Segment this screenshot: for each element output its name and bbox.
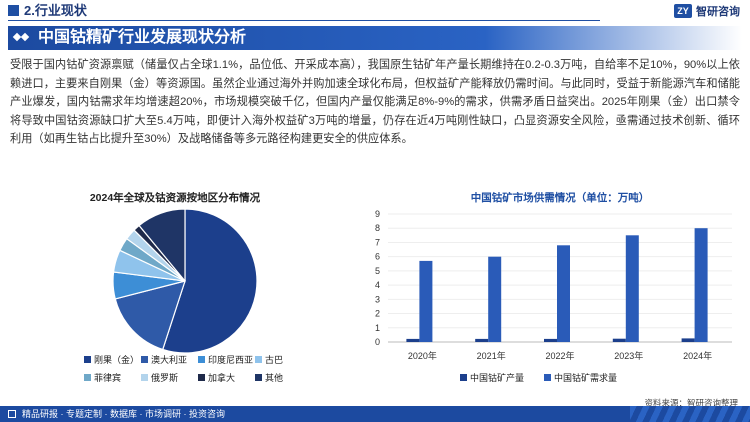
bar-chart-title: 中国钴矿市场供需情况（单位：万吨） [470,192,650,204]
footer-stripes [630,406,750,422]
legend-swatch [198,355,205,363]
bar-production-2 [544,338,557,342]
legend-swatch [84,373,91,381]
legend-label: 俄罗斯 [151,372,179,383]
brand: ZY 智研咨询 [674,3,740,19]
x-tick-label: 2023年 [614,350,643,361]
pie-legend-item: 古巴 [255,353,312,366]
y-tick-label: 9 [375,209,380,219]
legend-swatch [141,373,148,381]
pie-legend-item: 刚果（金） [84,353,141,366]
header-rule [8,20,600,21]
title-bar: 中国钴精矿行业发展现状分析 [8,26,742,50]
pie-chart [112,208,258,354]
y-tick-label: 0 [375,337,380,347]
x-tick-label: 2020年 [408,350,437,361]
y-tick-label: 5 [375,266,380,276]
y-tick-label: 8 [375,223,380,233]
legend-label: 刚果（金） [94,354,140,365]
bar-demand-1 [488,256,502,342]
footer-box-icon [8,410,16,418]
bar-legend: 中国钴矿产量 中国钴矿需求量 [460,371,617,384]
legend-label: 其他 [265,372,284,383]
bar-legend-item: 中国钴矿产量 [460,371,524,384]
y-tick-label: 1 [375,323,380,333]
pie-legend-item: 加拿大 [198,371,255,384]
pie-slice-1 [114,280,186,351]
bar-production-1 [475,338,489,342]
footer-text: 精品研报 · 专题定制 · 数据库 · 市场调研 · 投资咨询 [22,409,225,419]
footer-bar: 精品研报 · 专题定制 · 数据库 · 市场调研 · 投资咨询 [0,406,750,422]
legend-label: 中国钴矿产量 [470,373,525,383]
pie-legend-item: 俄罗斯 [141,371,198,384]
y-tick-label: 2 [375,309,380,319]
section-title: 2.行业现状 [24,3,87,18]
bar-demand-0 [419,260,433,342]
legend-label: 中国钴矿需求量 [554,373,618,383]
pie-legend-item: 印度尼西亚 [198,353,255,366]
legend-label: 澳大利亚 [151,354,188,365]
pie-legend-row: 菲律宾 俄罗斯 加拿大 其他 [84,368,314,386]
legend-label: 加拿大 [208,372,236,383]
pie-legend-item: 澳大利亚 [141,353,198,366]
pie-slice-7 [138,208,186,283]
legend-swatch [255,355,262,363]
x-tick-label: 2022年 [545,350,574,361]
bar-production-3 [612,338,626,342]
x-tick-label: 2021年 [477,350,506,361]
bar-legend-item: 中国钴矿需求量 [544,371,617,384]
brand-name: 智研咨询 [696,6,740,18]
pie-legend-item: 菲律宾 [84,371,141,384]
legend-swatch [255,373,262,381]
legend-swatch [198,373,205,381]
legend-swatch [84,355,91,363]
legend-label: 印度尼西亚 [208,354,254,365]
legend-swatch [460,374,467,381]
y-tick-label: 7 [375,237,380,247]
diamond-icons [12,32,30,42]
pie-legend-item: 其他 [255,371,312,384]
bar-demand-2 [557,245,570,342]
legend-label: 菲律宾 [94,372,122,383]
section-marker-icon [8,5,19,16]
pie-legend-row: 刚果（金） 澳大利亚 印度尼西亚 古巴 [84,350,314,368]
y-tick-label: 4 [375,280,380,290]
x-tick-label: 2024年 [683,350,712,361]
bar-production-0 [406,338,420,342]
page-title: 中国钴精矿行业发展现状分析 [38,29,247,46]
bar-chart: 0 1 2 3 4 5 6 7 8 9 2020年 2021年 2022年 2023年 2024年 [375,209,732,361]
body-paragraph: 受限于国内钴矿资源禀赋（储量仅占全球1.1%，品位低、开采成本高），我国原生钴矿… [10,59,740,146]
y-tick-label: 6 [375,252,380,262]
pie-slice-0 [161,208,258,354]
legend-label: 古巴 [265,354,284,365]
pie-legend: 刚果（金） 澳大利亚 印度尼西亚 古巴菲律宾 俄罗斯 加拿大 其他 [84,350,314,386]
legend-swatch [141,355,148,363]
source-note: 资料来源：智研咨询整理 [644,398,738,408]
bar-demand-3 [625,235,639,342]
legend-swatch [544,374,552,381]
y-tick-label: 3 [375,294,380,304]
brand-logo-icon: ZY [674,4,692,18]
top-header: 2.行业现状 ZY 智研咨询 [0,0,750,22]
pie-chart-title: 2024年全球及钴资源按地区分布情况 [89,192,261,204]
bar-production-4 [681,338,695,342]
bar-demand-4 [694,228,708,342]
